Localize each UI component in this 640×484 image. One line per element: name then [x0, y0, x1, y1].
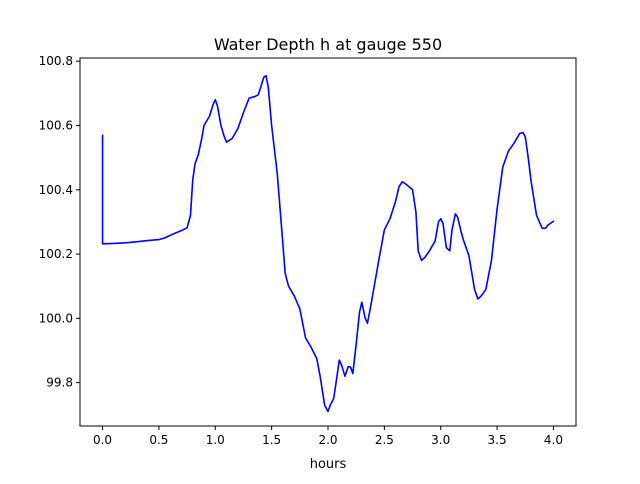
series-line-0 [101, 74, 555, 413]
x-tick-label: 3.5 [488, 433, 507, 447]
x-axis-label: hours [310, 457, 347, 472]
x-tick-label: 3.0 [431, 433, 450, 447]
y-tick-label: 100.6 [39, 118, 73, 132]
x-tick-label: 1.0 [206, 433, 225, 447]
x-tick-label: 2.0 [318, 433, 337, 447]
x-tick-label: 0.0 [93, 433, 112, 447]
x-tick-label: 4.0 [544, 433, 563, 447]
y-tick-label: 100.2 [39, 247, 73, 261]
y-tick-label: 100.4 [39, 183, 73, 197]
x-tick-label: 2.5 [375, 433, 394, 447]
y-tick-label: 100.0 [39, 311, 73, 325]
plot-area: 0.0 0.5 1.0 1.5 2.0 2.5 3.0 3.5 4.0 99.8 100.0 100.… [39, 54, 577, 447]
x-tick-label: 0.5 [149, 433, 168, 447]
y-tick-label: 99.8 [46, 376, 73, 390]
x-tick-label: 1.5 [262, 433, 281, 447]
chart-title: Water Depth h at gauge 550 [214, 35, 442, 54]
y-tick-label: 100.8 [39, 54, 73, 68]
